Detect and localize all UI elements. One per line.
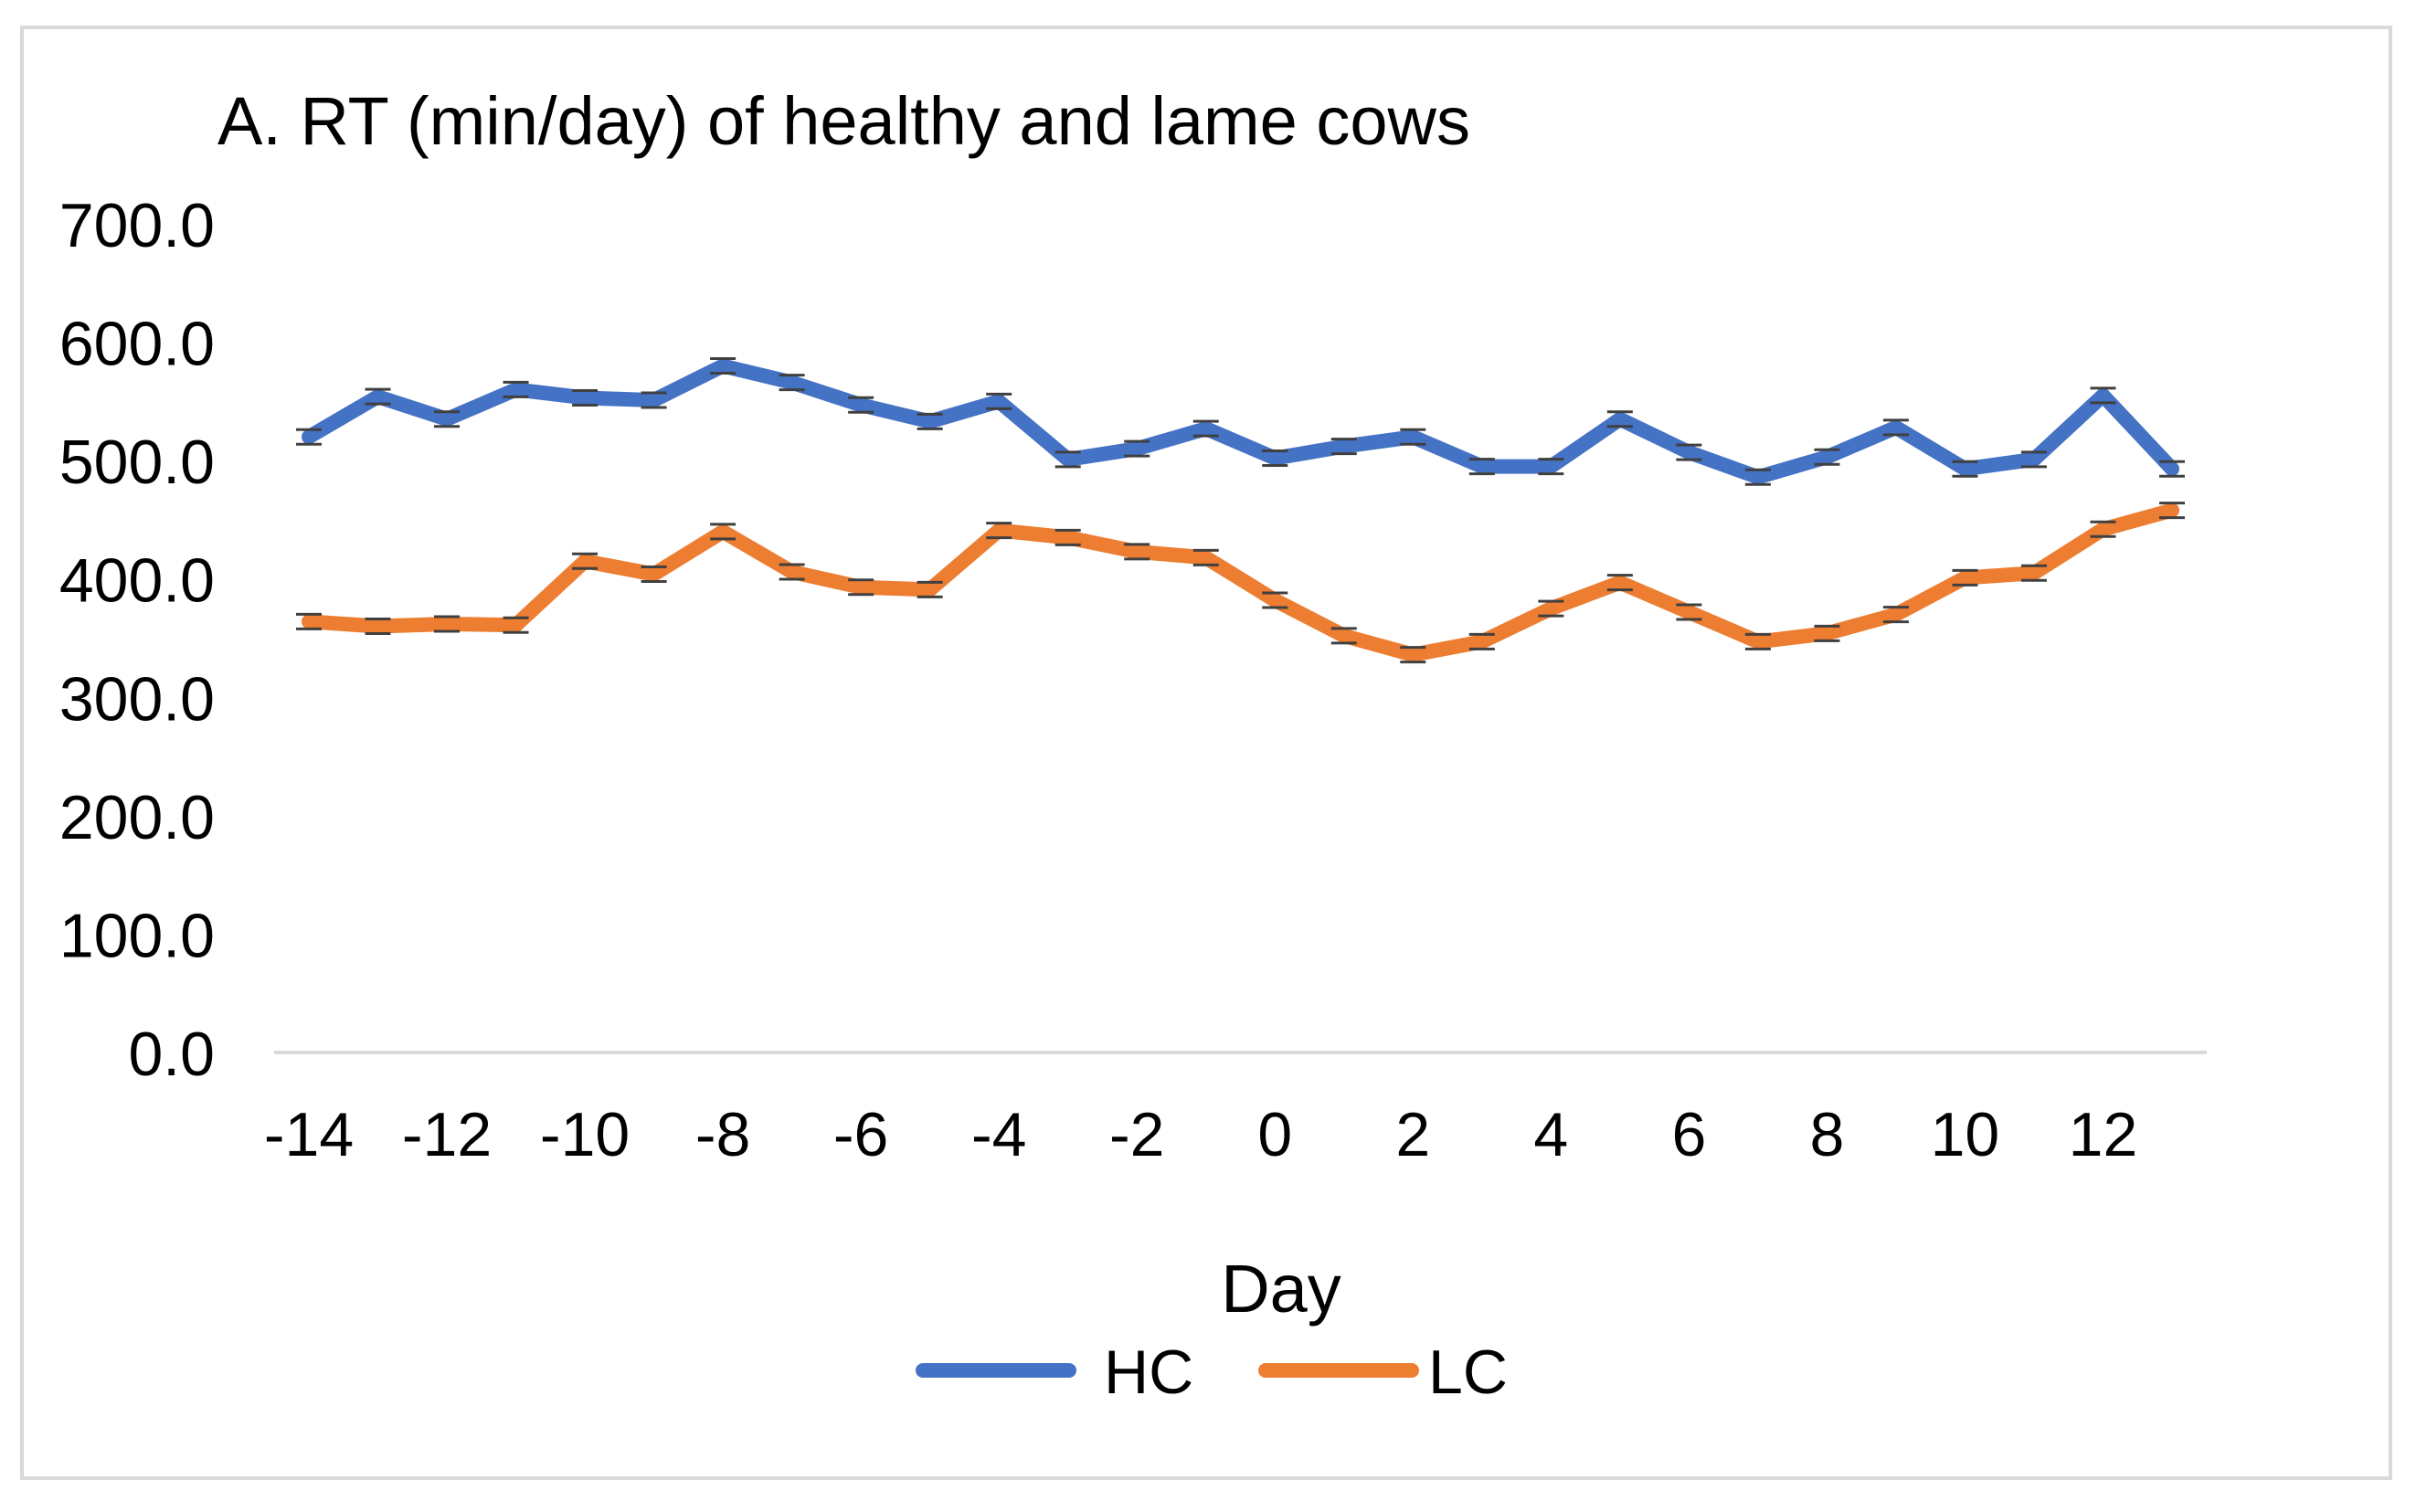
data-point-hc bbox=[503, 380, 529, 398]
data-point-lc bbox=[1330, 627, 1357, 645]
data-point-hc bbox=[365, 387, 391, 406]
data-point-lc bbox=[296, 612, 322, 630]
legend: HC LC bbox=[916, 1338, 1508, 1407]
y-axis-tick-labels: 0.0 100.0 200.0 300.0 400.0 500.0 600.0 700.0 bbox=[59, 191, 215, 1089]
x-tick-label: -8 bbox=[695, 1100, 750, 1169]
data-point-lc bbox=[1538, 599, 1564, 618]
data-point-lc bbox=[2159, 502, 2185, 520]
x-tick-label: -12 bbox=[402, 1100, 492, 1169]
x-tick-label: 8 bbox=[1809, 1100, 1844, 1169]
data-point-lc bbox=[1882, 606, 1909, 624]
data-point-lc bbox=[1814, 624, 1840, 642]
data-point-lc bbox=[1606, 574, 1633, 592]
x-tick-label: -4 bbox=[971, 1100, 1026, 1169]
series-lines bbox=[296, 356, 2185, 664]
data-point-hc bbox=[917, 412, 943, 430]
data-point-hc bbox=[1814, 448, 1840, 466]
data-point-hc bbox=[1468, 458, 1495, 476]
data-point-lc bbox=[1262, 591, 1288, 609]
data-point-hc bbox=[848, 396, 874, 414]
data-point-lc bbox=[917, 580, 943, 598]
legend-label-hc: HC bbox=[1104, 1338, 1193, 1407]
y-tick-label: 200.0 bbox=[59, 783, 215, 852]
data-point-hc bbox=[1606, 410, 1633, 428]
data-point-lc bbox=[1192, 548, 1219, 566]
data-point-hc bbox=[2159, 460, 2185, 478]
data-point-lc bbox=[848, 578, 874, 597]
data-point-lc bbox=[1744, 632, 1771, 650]
x-axis-title: Day bbox=[1221, 1251, 1341, 1327]
x-tick-label: 10 bbox=[1931, 1100, 2000, 1169]
data-point-lc bbox=[365, 618, 391, 636]
data-point-hc bbox=[296, 428, 322, 446]
data-point-hc bbox=[1538, 458, 1564, 476]
data-point-hc bbox=[1676, 443, 1702, 461]
y-tick-label: 500.0 bbox=[59, 428, 215, 497]
x-tick-label: 4 bbox=[1533, 1100, 1568, 1169]
data-point-hc bbox=[1330, 438, 1357, 456]
legend-label-lc: LC bbox=[1428, 1338, 1508, 1407]
data-point-hc bbox=[1262, 449, 1288, 468]
data-point-lc bbox=[572, 552, 599, 570]
x-tick-label: 2 bbox=[1395, 1100, 1430, 1169]
data-point-lc bbox=[2090, 520, 2116, 538]
data-point-hc bbox=[2020, 450, 2047, 469]
series-line-hc bbox=[302, 358, 2179, 485]
data-point-lc bbox=[641, 566, 667, 584]
data-point-lc bbox=[1676, 603, 1702, 621]
x-axis-tick-labels: -14 -12 -10 -8 -6 -4 -2 0 2 4 6 8 10 12 bbox=[264, 1100, 2137, 1169]
x-tick-label: -6 bbox=[833, 1100, 888, 1169]
x-tick-label: 12 bbox=[2069, 1100, 2138, 1169]
y-tick-label: 700.0 bbox=[59, 191, 215, 260]
x-tick-label: -14 bbox=[264, 1100, 354, 1169]
data-point-hc bbox=[572, 388, 599, 407]
data-point-lc bbox=[779, 563, 805, 581]
data-point-lc bbox=[710, 523, 736, 541]
data-point-hc bbox=[1054, 450, 1081, 469]
legend-item-lc: LC bbox=[1258, 1338, 1508, 1407]
chart-frame bbox=[20, 26, 2392, 1480]
data-point-lc bbox=[1054, 528, 1081, 546]
data-point-hc bbox=[2090, 386, 2116, 405]
data-point-hc bbox=[779, 374, 805, 392]
data-point-lc bbox=[434, 615, 461, 633]
data-point-hc bbox=[1882, 418, 1909, 437]
legend-item-hc: HC bbox=[916, 1338, 1193, 1407]
data-point-lc bbox=[986, 522, 1012, 540]
data-point-hc bbox=[434, 410, 461, 428]
x-tick-label: 6 bbox=[1671, 1100, 1706, 1169]
x-tick-label: -10 bbox=[540, 1100, 630, 1169]
series-line-lc bbox=[302, 502, 2179, 662]
data-point-lc bbox=[1468, 632, 1495, 650]
data-point-hc bbox=[710, 356, 736, 375]
data-point-lc bbox=[1952, 568, 1978, 587]
data-point-lc bbox=[2020, 564, 2047, 582]
data-point-hc bbox=[986, 392, 1012, 410]
data-point-hc bbox=[1192, 419, 1219, 438]
data-point-hc bbox=[1744, 468, 1771, 486]
y-tick-label: 100.0 bbox=[59, 901, 215, 970]
data-point-lc bbox=[1400, 646, 1426, 664]
data-point-hc bbox=[641, 391, 667, 409]
data-point-hc bbox=[1952, 460, 1978, 478]
y-tick-label: 0.0 bbox=[128, 1020, 215, 1089]
data-point-lc bbox=[1124, 543, 1150, 561]
y-tick-label: 300.0 bbox=[59, 664, 215, 734]
data-point-hc bbox=[1124, 439, 1150, 458]
y-tick-label: 600.0 bbox=[59, 310, 215, 379]
chart-title: A. RT (min/day) of healthy and lame cows bbox=[217, 83, 1470, 159]
data-point-hc bbox=[1400, 428, 1426, 446]
data-point-lc bbox=[503, 616, 529, 634]
x-tick-label: 0 bbox=[1257, 1100, 1292, 1169]
x-tick-label: -2 bbox=[1109, 1100, 1164, 1169]
y-tick-label: 400.0 bbox=[59, 546, 215, 616]
